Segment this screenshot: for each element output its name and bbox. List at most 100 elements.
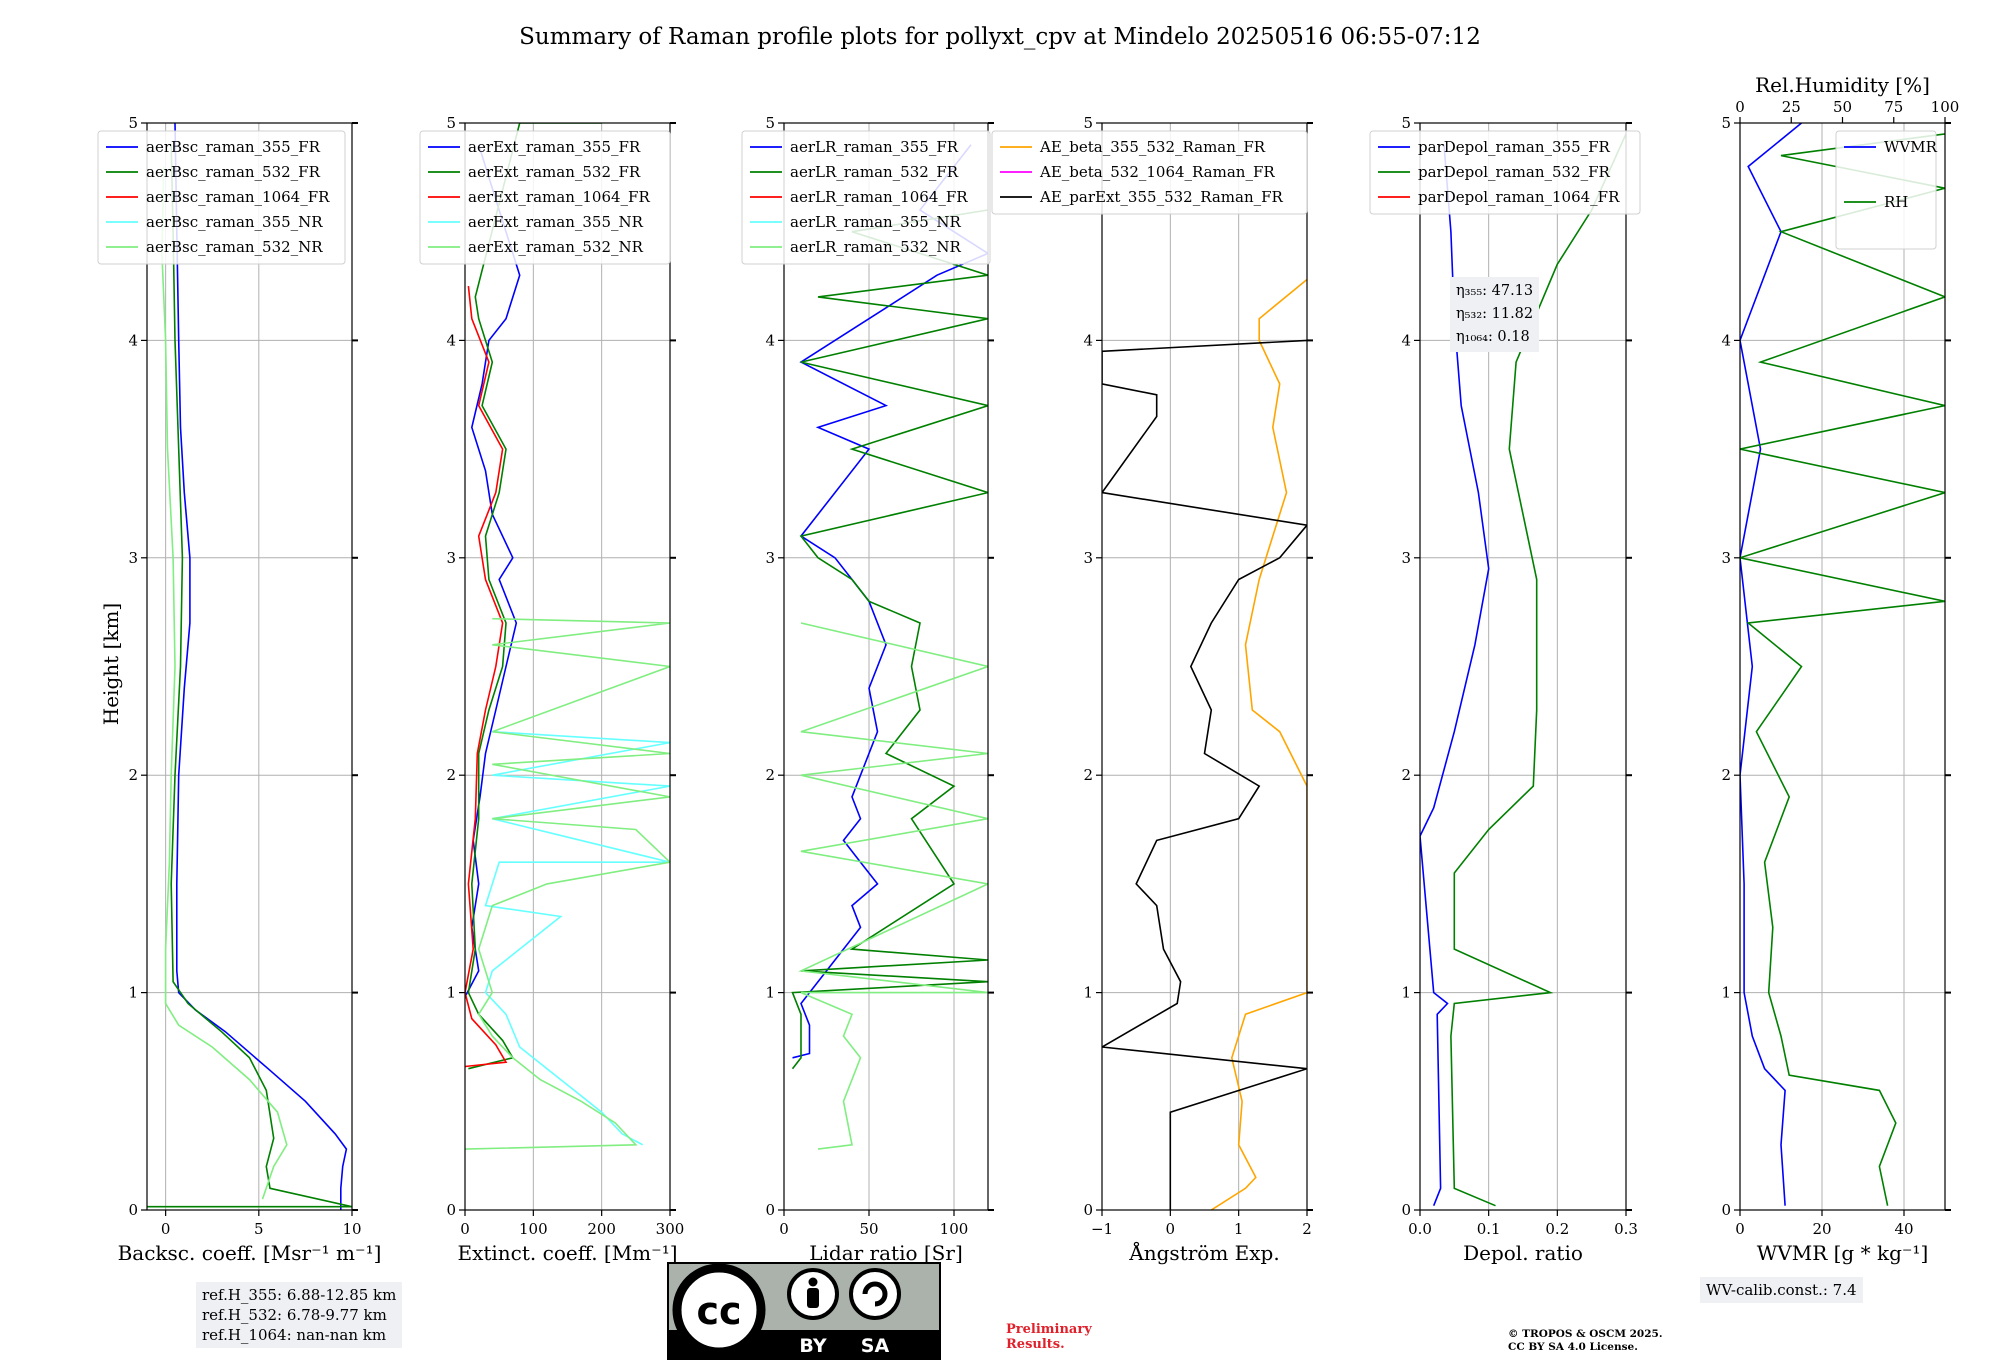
- x-tick-label: 0: [1735, 1220, 1745, 1238]
- y-tick-label: 5: [128, 114, 138, 132]
- y-tick-label: 2: [446, 766, 456, 784]
- subplot-ext: 0 100 200 300 0 1 2 3 4 5 Extinct. coeff. [Mm⁻¹] ae…: [419, 114, 684, 1265]
- y-tick-label: 0: [765, 1201, 775, 1219]
- legend-entry: aerBsc_raman_532_FR: [146, 163, 321, 181]
- y-tick-label: 3: [765, 549, 775, 567]
- x-tick-label: 0.0: [1408, 1220, 1432, 1238]
- x-tick-label: 0.1: [1477, 1220, 1501, 1238]
- axes-frame: [783, 122, 989, 1211]
- subplot-bsc: 0 5 10 0 1 2 3 4 5 Backsc. coeff. [Msr⁻¹ m⁻¹] aerB…: [97, 114, 382, 1265]
- legend-entry: aerLR_raman_355_FR: [790, 138, 959, 156]
- axes-frame: [464, 122, 671, 1211]
- x2-axis-label: Rel.Humidity [%]: [1755, 73, 1930, 97]
- y-tick-label: 1: [1721, 984, 1731, 1002]
- cc-icon: [672, 1263, 766, 1357]
- x-tick-label: 200: [587, 1220, 616, 1238]
- y-tick-label: 5: [1401, 114, 1411, 132]
- axes-frame: [1419, 122, 1627, 1211]
- eta-1064: η₁₀₆₄: 0.18: [1456, 329, 1530, 345]
- preliminary-line-1: Preliminary: [1006, 1322, 1092, 1337]
- legend-box: [991, 130, 1308, 215]
- y-tick-label: 0: [1401, 1201, 1411, 1219]
- legend-entry: RH: [1884, 193, 1908, 211]
- x-tick-label: −1: [1091, 1220, 1113, 1238]
- x-axis-label: Extinct. coeff. [Mm⁻¹]: [457, 1241, 677, 1265]
- series-line-aerExt_raman_532_FR: [467, 123, 602, 1070]
- x-tick-label: 0: [779, 1220, 789, 1238]
- y-axis-label: Height [km]: [99, 603, 123, 725]
- reference-height-box: ref.H_355: 6.88-12.85 km ref.H_532: 6.78…: [196, 1282, 403, 1348]
- sa-label: SA: [861, 1335, 890, 1357]
- legend-ext: aerExt_raman_355_FR aerExt_raman_532_FRae…: [419, 130, 671, 265]
- legend-entry: aerExt_raman_355_NR: [468, 213, 644, 231]
- series-line-aerExt_raman_355_FR: [465, 144, 521, 998]
- y-tick-label: 1: [765, 984, 775, 1002]
- x2-tick-label: 75: [1884, 98, 1903, 116]
- y-tick-label: 0: [128, 1201, 138, 1219]
- y-tick-label: 5: [765, 114, 775, 132]
- legend-entry: aerExt_raman_532_NR: [468, 238, 644, 256]
- y-tick-label: 5: [446, 114, 456, 132]
- x-tick-label: 0.3: [1614, 1220, 1638, 1238]
- axes-frame: [1101, 122, 1308, 1211]
- y-tick-label: 1: [446, 984, 456, 1002]
- y-tick-label: 4: [446, 331, 456, 349]
- legend-entry: aerBsc_raman_1064_FR: [146, 188, 330, 206]
- series-line-WVMR: [1740, 123, 1803, 1206]
- legend-entry: aerBsc_raman_532_NR: [146, 238, 323, 256]
- x-tick-label: 40: [1894, 1220, 1913, 1238]
- x2-tick-label: 25: [1782, 98, 1801, 116]
- x2-tick-label: 100: [1931, 98, 1960, 116]
- y-tick-label: 3: [1721, 549, 1731, 567]
- y-tick-label: 2: [1721, 766, 1731, 784]
- x2-tick-label: 50: [1833, 98, 1852, 116]
- series-line-aerLR_raman_532_FR: [791, 209, 988, 1070]
- y-tick-label: 2: [128, 766, 138, 784]
- ref-height-355: ref.H_355: 6.88-12.85 km: [202, 1286, 397, 1304]
- x-tick-label: 2: [1302, 1220, 1312, 1238]
- series-line-aerBsc_raman_355_FR: [174, 123, 348, 1210]
- legend-entry: AE_beta_355_532_Raman_FR: [1039, 138, 1266, 156]
- y-tick-label: 1: [1083, 984, 1093, 1002]
- eta-box: η₃₅₅: 47.13 η₅₃₂: 11.82 η₁₀₆₄: 0.18: [1450, 277, 1540, 352]
- legend-entry: aerExt_raman_355_FR: [468, 138, 641, 156]
- eta-355: η₃₅₅: 47.13: [1456, 283, 1534, 299]
- x-axis-label: Lidar ratio [Sr]: [809, 1241, 963, 1265]
- x-axis-label: WVMR [g * kg⁻¹]: [1757, 1241, 1929, 1265]
- y-tick-label: 3: [446, 549, 456, 567]
- legend-entry: parDepol_raman_532_FR: [1418, 163, 1611, 181]
- x-axis-label: Backsc. coeff. [Msr⁻¹ m⁻¹]: [118, 1241, 382, 1265]
- y-tick-label: 2: [1401, 766, 1411, 784]
- x-tick-label: 100: [519, 1220, 548, 1238]
- legend-entry: WVMR: [1884, 138, 1938, 156]
- y-tick-label: 1: [1401, 984, 1411, 1002]
- legend-box: [97, 130, 346, 265]
- cc-by-sa-license-logo: cc BY SA: [667, 1262, 941, 1360]
- preliminary-note: Preliminary Results.: [1006, 1322, 1092, 1352]
- axes-frame: [146, 122, 353, 1211]
- series-line-aerExt_raman_1064_FR: [465, 286, 508, 1068]
- legend-wv: WVMR RH: [1835, 130, 1938, 250]
- legend-entry: aerLR_raman_532_FR: [790, 163, 959, 181]
- y-tick-label: 2: [1083, 766, 1093, 784]
- series-line-aerLR_raman_532_NR: [798, 622, 988, 1150]
- ref-height-1064: ref.H_1064: nan-nan km: [202, 1326, 387, 1344]
- series-line-aerBsc_raman_532_FR: [147, 144, 352, 1208]
- preliminary-line-2: Results.: [1006, 1337, 1065, 1352]
- legend-box: [741, 130, 991, 265]
- copyright-line-2: CC BY SA 4.0 License.: [1508, 1341, 1638, 1353]
- wv-calibration-box: WV-calib.const.: 7.4: [1700, 1277, 1863, 1303]
- legend-entry: AE_parExt_355_532_Raman_FR: [1039, 188, 1284, 206]
- y-tick-label: 4: [1721, 331, 1731, 349]
- y-tick-label: 1: [128, 984, 138, 1002]
- by-icon-body: [807, 1288, 819, 1308]
- y-tick-label: 3: [1083, 549, 1093, 567]
- ref-height-532: ref.H_532: 6.78-9.77 km: [202, 1306, 387, 1324]
- subplot-wv: 0 20 40 0 1 2 3 4 5 WVMR [g * kg⁻¹] 0 25 50 75 100Rel.…: [1721, 73, 1959, 1265]
- y-tick-label: 0: [1083, 1201, 1093, 1219]
- legend-entry: aerExt_raman_532_FR: [468, 163, 641, 181]
- y-tick-label: 4: [1401, 331, 1411, 349]
